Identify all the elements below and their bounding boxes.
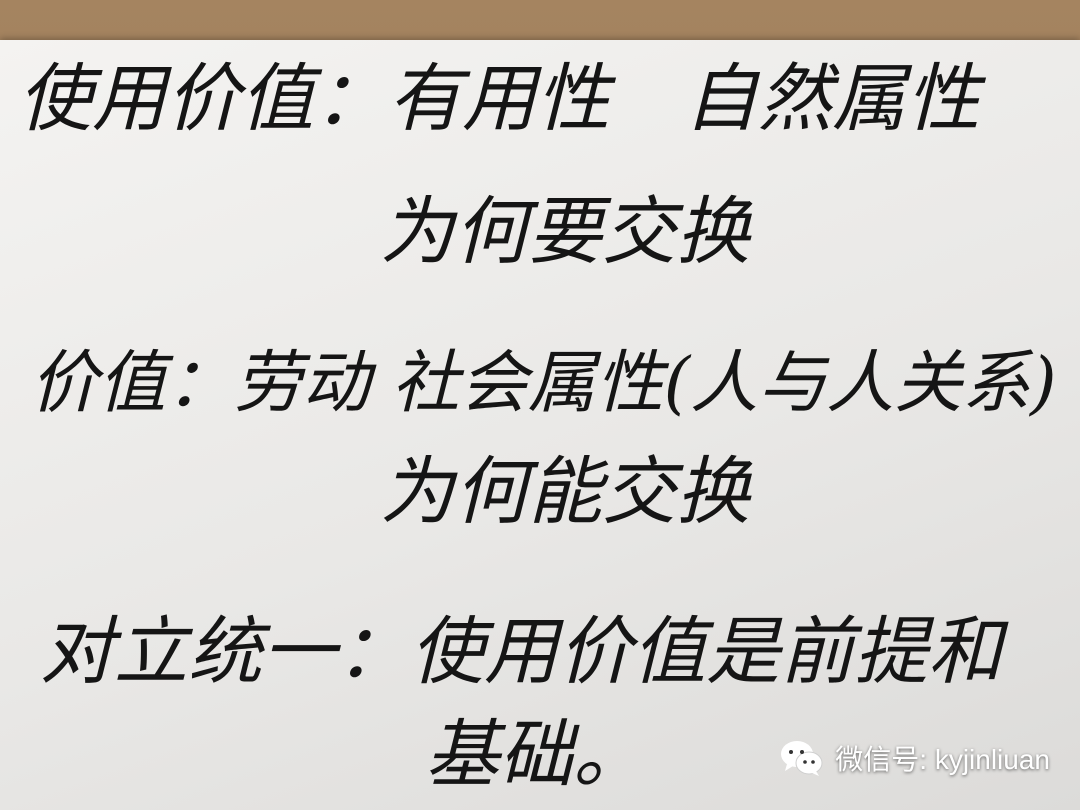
note-line-value: 价值：劳动 社会属性(人与人关系) <box>30 344 1057 423</box>
note-line-why-can-exchange: 为何能交换 <box>380 449 750 535</box>
watermark-text: 微信号: kyjinliuan <box>835 744 1050 775</box>
note-line-unity: 对立统一：使用价值是前提和 <box>40 609 1002 695</box>
note-line-use-value: 使用价值：有用性 自然属性 <box>18 56 980 142</box>
watermark: 微信号: kyjinliuan <box>779 738 1050 778</box>
wechat-icon <box>781 741 823 776</box>
note-line-basis: 基础。 <box>425 712 647 798</box>
white-card <box>0 40 1080 810</box>
note-line-why-exchange: 为何要交换 <box>380 189 750 275</box>
